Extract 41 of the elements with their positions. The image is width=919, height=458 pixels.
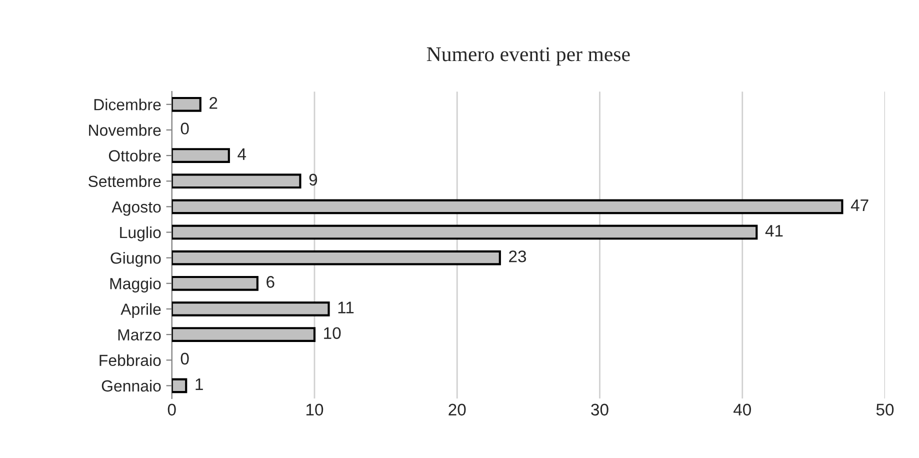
y-tick-label: Febbraio: [100, 354, 161, 366]
x-tick-label: 40: [733, 404, 751, 416]
bar: [172, 250, 501, 266]
data-label: 41: [765, 225, 783, 237]
data-label: 1: [196, 378, 203, 390]
y-tick-label: Marzo: [118, 329, 161, 340]
y-tick-label: Ottobre: [108, 150, 161, 162]
y-tick-label: Gennaio: [102, 380, 161, 392]
bar: [172, 174, 302, 189]
y-tick-label: Aprile: [120, 303, 161, 318]
y-tick-label: Maggio: [110, 278, 161, 292]
bar: [172, 148, 230, 163]
data-label: 9: [309, 174, 318, 186]
y-tick-label: Settembre: [88, 175, 161, 188]
bar: [172, 276, 258, 291]
data-label: 2: [210, 97, 218, 109]
bar: [172, 96, 202, 112]
bar: [172, 224, 758, 240]
x-tick-label: 0: [168, 404, 176, 416]
data-label: 11: [338, 302, 354, 314]
data-label: 0: [180, 122, 189, 134]
chart-title: Numero eventi per mese: [426, 47, 630, 66]
y-tick-label: Agosto: [112, 201, 161, 216]
data-label: 4: [238, 148, 246, 160]
x-tick-label: 50: [876, 404, 894, 416]
data-label: 23: [509, 250, 526, 262]
bar: [172, 199, 844, 214]
bar: [172, 327, 316, 342]
y-tick-label: Luglio: [120, 226, 161, 242]
y-tick-label: Dicembre: [94, 98, 161, 110]
bar: [172, 302, 330, 316]
y-tick-label: Novembre: [89, 124, 161, 136]
data-label: 47: [850, 200, 868, 211]
data-label: 0: [180, 352, 189, 365]
data-label: 10: [324, 327, 341, 340]
bar: [172, 378, 188, 394]
y-tick-label: Giugno: [110, 252, 161, 267]
data-label: 6: [266, 276, 274, 288]
x-tick-label: 30: [591, 404, 608, 416]
x-tick-label: 10: [306, 404, 324, 416]
x-tick-label: 20: [448, 404, 466, 416]
